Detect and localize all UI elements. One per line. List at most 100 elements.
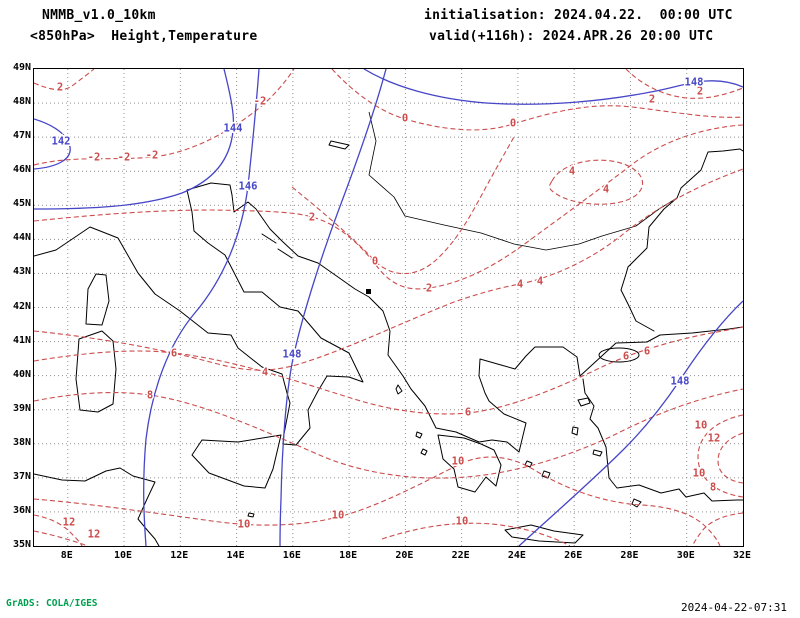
contour-label-2: 2 — [57, 82, 63, 94]
x-axis-tick-label: 32E — [732, 550, 752, 561]
height-contour-146 — [143, 69, 260, 546]
contour-label-8: 8 — [147, 390, 153, 402]
contour-label-2: 2 — [697, 86, 703, 98]
sea-of-marmara — [598, 347, 640, 363]
x-axis-tick-label: 28E — [620, 550, 639, 561]
x-axis-tick-label: 8E — [60, 550, 73, 561]
y-axis-tick-label: 39N — [12, 402, 31, 414]
contour-label-10: 10 — [695, 420, 708, 432]
x-axis-tick-label: 18E — [339, 550, 358, 561]
y-axis-tick-label: 35N — [12, 539, 31, 550]
contour-label-2: 2 — [309, 212, 315, 224]
x-axis-tick-label: 20E — [395, 550, 414, 561]
island-zakynthos — [420, 448, 428, 456]
contour-label-144: 144 — [224, 123, 243, 135]
island-lesbos — [577, 397, 591, 407]
field-title: <850hPa> Height,Temperature — [30, 29, 258, 44]
contour-label-10: 10 — [332, 510, 345, 522]
contour-label-148: 148 — [671, 376, 690, 388]
height-contour-142 — [34, 118, 71, 170]
valid-time-label: valid(+116h): 2024.APR.26 20:00 UTC — [429, 29, 714, 44]
contour-label-148: 148 — [283, 349, 302, 361]
y-axis-tick-label: 44N — [12, 232, 31, 244]
island-naxos — [541, 470, 551, 479]
contour-label-2: 2 — [426, 283, 432, 295]
contour-label-0: 0 — [372, 256, 378, 268]
temp-contour-10-se-loop — [697, 414, 743, 498]
map-frame: 2 -2 -2 -2 -2 0 0 0 2 2 2 2 4 4 4 4 4 6 6 6 6 8 8 10 10 10 10 10 10 1… — [33, 68, 744, 547]
x-axis-tick-label: 24E — [507, 550, 526, 561]
y-axis-tick-label: 49N — [12, 62, 31, 73]
x-axis-tick-label: 30E — [676, 550, 695, 561]
temp-contour-2-topright — [625, 69, 743, 99]
island-samos — [592, 449, 603, 457]
coastlines — [34, 140, 743, 546]
x-axis-tick-label: 10E — [114, 550, 133, 561]
contour-label-12: 12 — [708, 433, 721, 445]
x-axis-tick-label: 22E — [451, 550, 470, 561]
contour-label-6: 6 — [644, 346, 650, 358]
temperature-contours — [34, 69, 743, 546]
coast-anatolia — [582, 378, 743, 502]
y-axis-tick-label: 36N — [12, 504, 31, 516]
contour-label-142: 142 — [52, 136, 71, 148]
temp-contour-minus2 — [34, 69, 295, 166]
height-labels: 142 144 146 148 148 148 — [50, 75, 705, 389]
y-axis-tick-label: 42N — [12, 300, 31, 312]
x-axis-tick-label: 16E — [282, 550, 301, 561]
contour-label-0: 0 — [510, 118, 516, 130]
temp-contour-12-se-loop — [717, 432, 743, 484]
grads-credit: GrADS: COLA/IGES — [6, 598, 98, 609]
coast-sardinia — [75, 330, 117, 413]
y-axis-tick-label: 43N — [12, 266, 31, 278]
temp-contour-0-trough — [291, 136, 515, 275]
contour-label--2: -2 — [88, 152, 101, 164]
temp-contour-10-main — [34, 456, 721, 546]
contour-label-10: 10 — [693, 468, 706, 480]
coast-sicily — [191, 434, 282, 489]
temp-contour-8-se — [691, 512, 743, 546]
contour-label-148: 148 — [685, 77, 704, 89]
x-axis-tick-label: 12E — [170, 550, 189, 561]
dalmatian-islands — [261, 233, 293, 259]
contour-label--2: -2 — [118, 152, 131, 164]
creation-timestamp: 2024-04-22-07:31 — [681, 601, 787, 614]
coast-peloponnese — [437, 434, 502, 493]
coast-corsica — [85, 273, 110, 326]
coast-black-sea-west — [620, 148, 743, 332]
contour-label--2: -2 — [146, 150, 159, 162]
contour-label-4: 4 — [569, 166, 575, 178]
coast-crete — [504, 524, 584, 544]
contour-label-4: 4 — [603, 184, 609, 196]
y-axis-tick-label: 48N — [12, 96, 31, 108]
model-title: NMMB_v1.0_10km — [42, 8, 156, 23]
x-axis-tick-label: 26E — [564, 550, 583, 561]
temp-contour-4-pocket — [548, 159, 644, 205]
temp-contour-2-mid — [34, 124, 743, 290]
x-axis-tick-label: 14E — [226, 550, 245, 561]
y-axis-tick-label: 46N — [12, 164, 31, 176]
island-kefalonia — [415, 431, 423, 439]
contour-label--2: -2 — [254, 96, 267, 108]
contour-label-10: 10 — [238, 519, 251, 531]
height-contour-148-center — [279, 69, 387, 546]
island-malta — [247, 512, 255, 518]
y-axis-tick-label: 37N — [12, 470, 31, 482]
island-cyclades — [524, 460, 533, 468]
contour-label-4: 4 — [262, 367, 268, 379]
rivers-borders — [368, 111, 678, 251]
height-contour-144 — [34, 69, 235, 210]
contour-label-4: 4 — [517, 279, 523, 291]
y-axis-tick-label: 41N — [12, 334, 31, 346]
temp-contour-12-sw-a — [34, 514, 83, 546]
island-rhodes — [631, 498, 642, 508]
y-axis-tick-label: 45N — [12, 198, 31, 210]
contour-label-10: 10 — [452, 456, 465, 468]
island-chios — [571, 426, 579, 436]
island-corfu — [395, 384, 403, 395]
contour-label-146: 146 — [239, 181, 258, 193]
station-marker — [366, 289, 371, 294]
temp-contour-4-main — [34, 168, 743, 371]
